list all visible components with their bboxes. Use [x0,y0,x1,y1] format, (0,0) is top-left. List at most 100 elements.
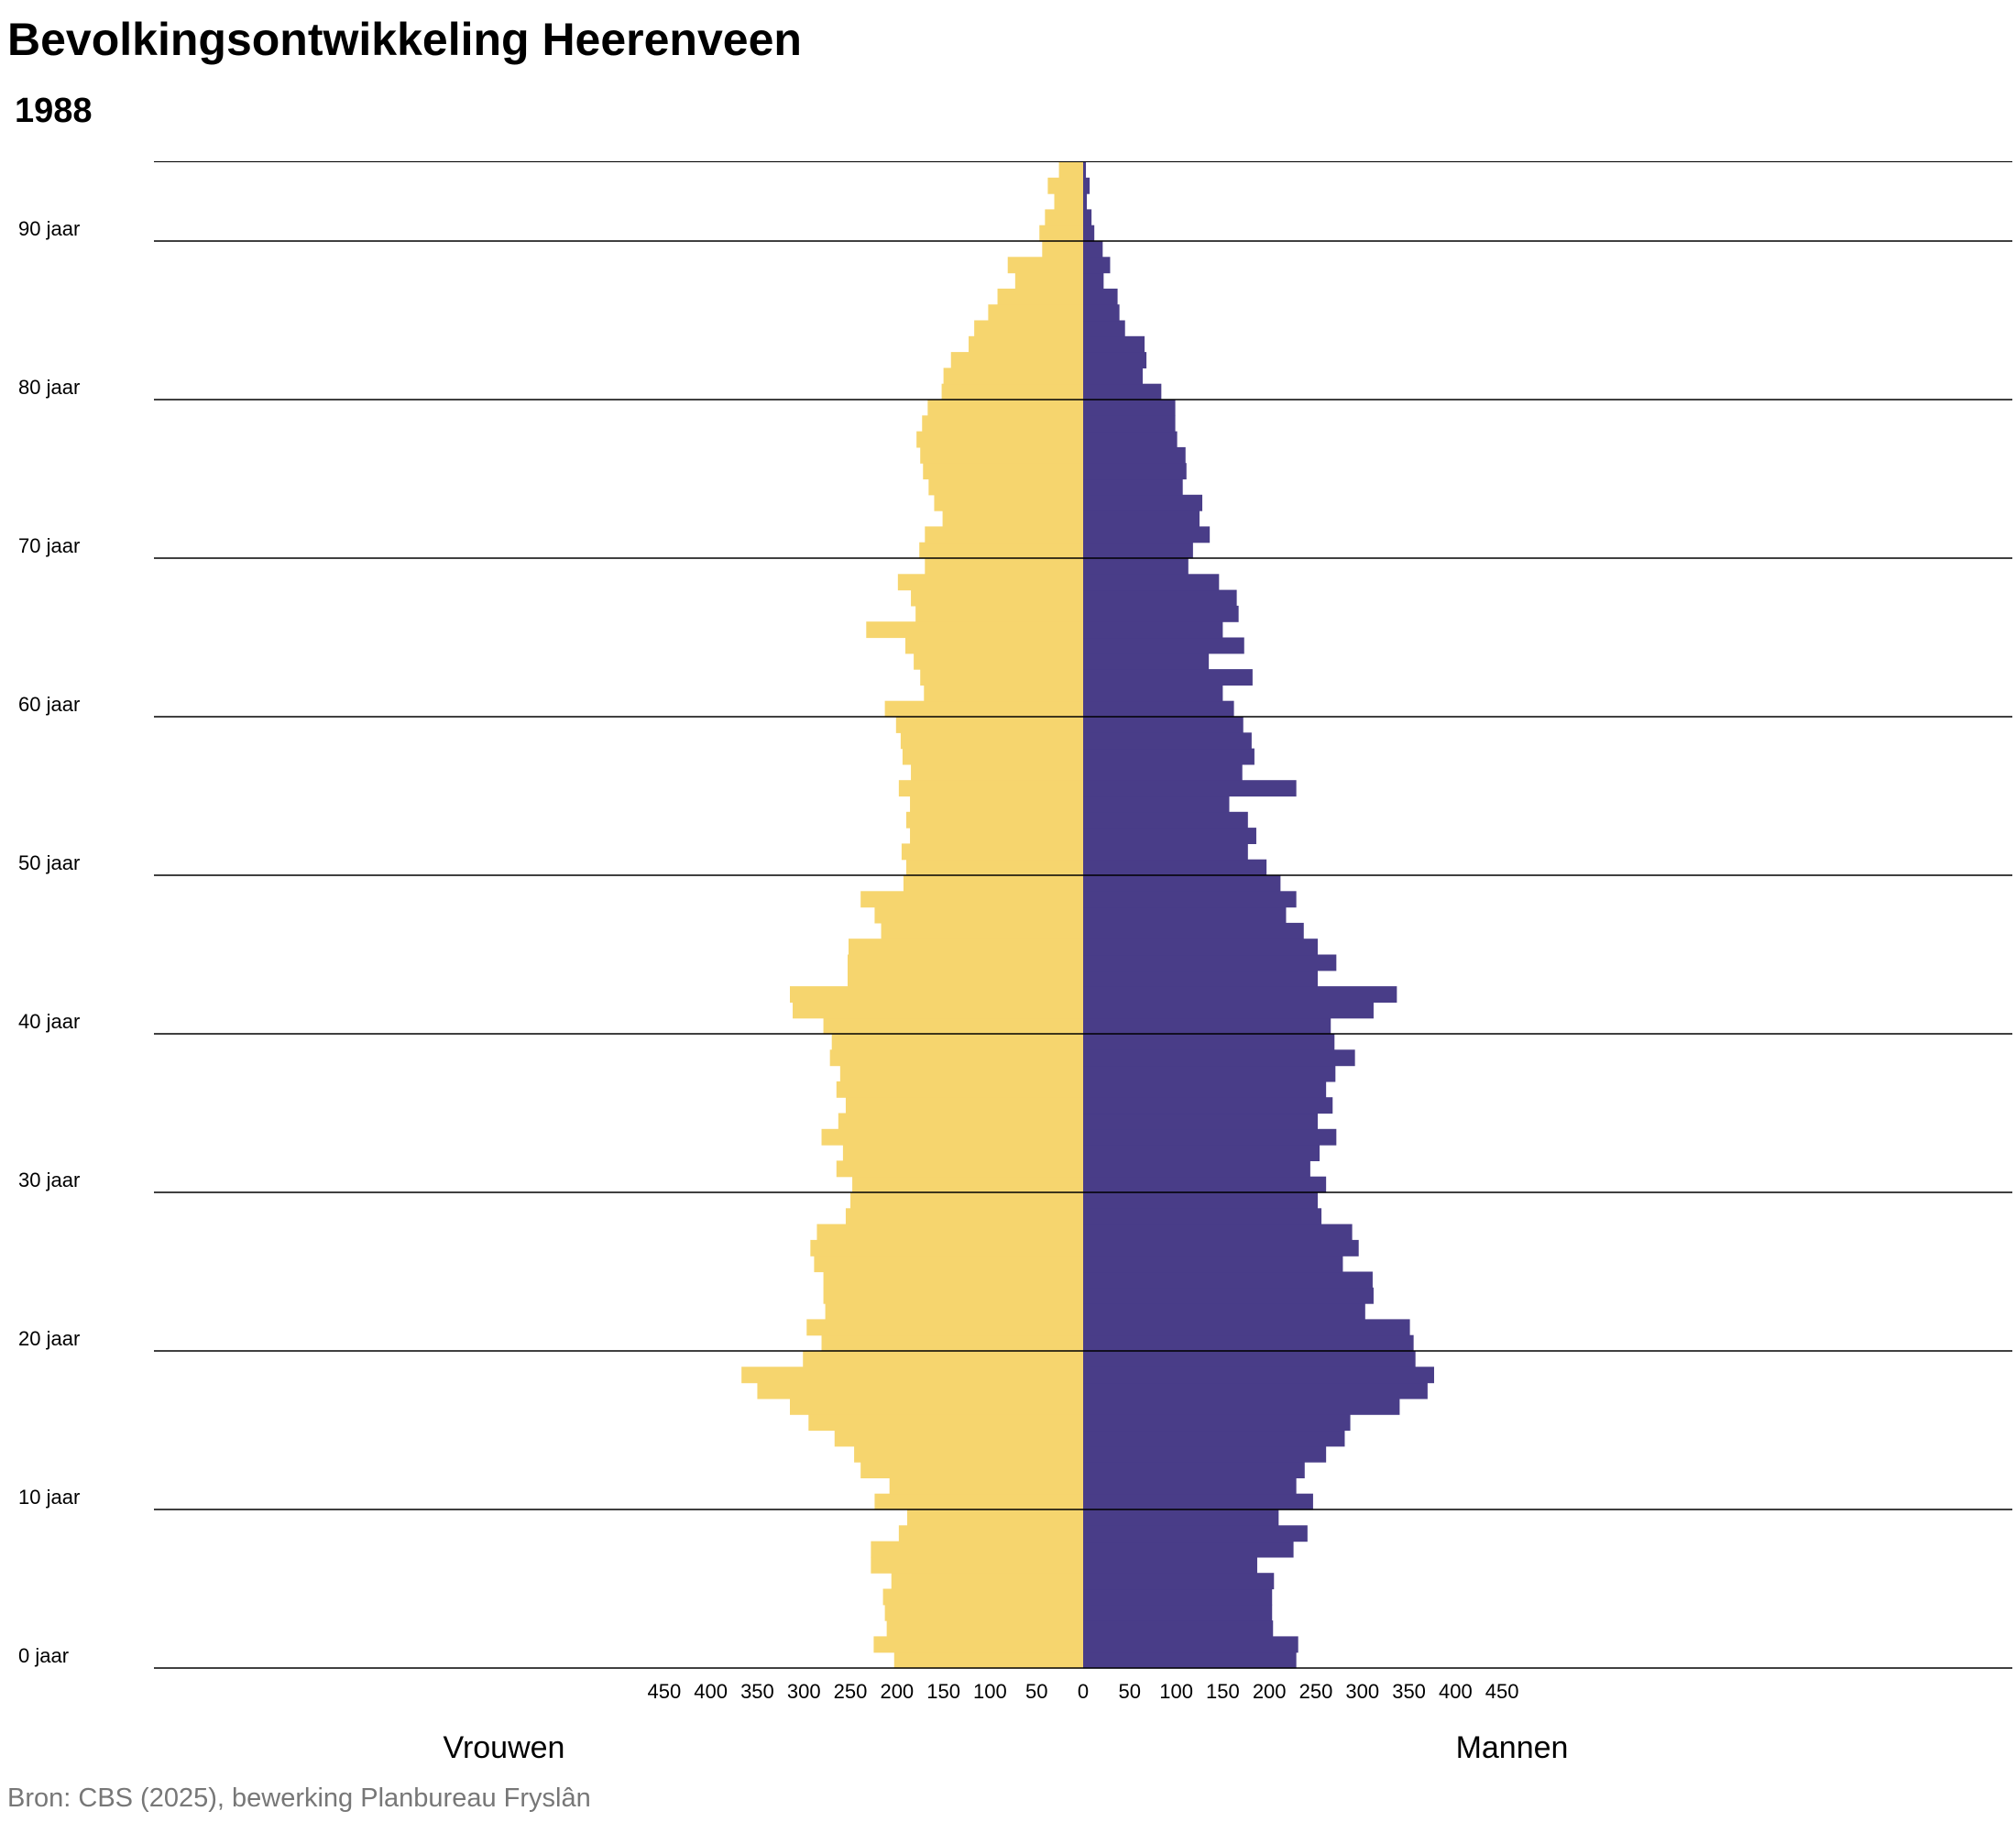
bar-mannen-77 [1083,431,1178,448]
bar-mannen-28 [1083,1208,1322,1225]
bar-vrouwen-46 [881,922,1083,939]
bar-vrouwen-2 [886,1620,1083,1637]
bar-mannen-63 [1083,653,1210,670]
chart-title: Bevolkingsontwikkeling Heerenveen [7,14,802,65]
bar-vrouwen-16 [789,1398,1083,1415]
bar-vrouwen-27 [816,1224,1083,1241]
bar-vrouwen-17 [757,1382,1083,1399]
bar-mannen-8 [1083,1525,1308,1542]
chart-year: 1988 [15,92,93,130]
bar-vrouwen-40 [823,1017,1083,1035]
bar-vrouwen-35 [845,1097,1083,1114]
bar-mannen-29 [1083,1192,1319,1209]
bar-mannen-13 [1083,1445,1327,1463]
bar-vrouwen-80 [941,383,1083,401]
age-gridlines [154,161,2012,1669]
bar-mannen-61 [1083,685,1223,702]
bars-vrouwen [741,161,1083,1669]
bars-mannen [1083,161,1434,1669]
bar-vrouwen-70 [919,542,1083,559]
bar-mannen-41 [1083,1002,1374,1019]
bar-vrouwen-63 [914,653,1083,670]
bar-mannen-68 [1083,574,1220,591]
bar-mannen-7 [1083,1541,1294,1558]
bar-mannen-23 [1083,1287,1374,1304]
bar-vrouwen-21 [806,1319,1083,1336]
bar-mannen-1 [1083,1636,1298,1653]
bar-vrouwen-55 [898,780,1083,797]
bar-vrouwen-15 [808,1414,1083,1432]
bar-vrouwen-31 [836,1160,1083,1178]
bar-mannen-15 [1083,1414,1351,1432]
bar-vrouwen-69 [925,558,1083,575]
x-label-mannen: Mannen [1456,1730,1569,1765]
bar-mannen-90 [1083,225,1095,242]
bar-vrouwen-84 [974,320,1083,337]
bar-vrouwen-91 [1045,209,1083,226]
bar-mannen-55 [1083,780,1297,797]
bar-vrouwen-82 [950,352,1083,368]
bar-vrouwen-51 [901,843,1083,861]
x-tick-left-450: 450 [647,1680,681,1703]
bar-mannen-56 [1083,763,1243,781]
bar-mannen-19 [1083,1351,1416,1367]
bar-vrouwen-78 [922,415,1083,433]
bar-mannen-10 [1083,1493,1313,1510]
bar-mannen-22 [1083,1303,1365,1320]
bar-mannen-36 [1083,1081,1327,1098]
bar-mannen-38 [1083,1049,1355,1067]
bar-vrouwen-83 [969,335,1083,353]
bar-mannen-72 [1083,510,1200,527]
bar-mannen-91 [1083,209,1092,226]
bar-mannen-54 [1083,796,1230,813]
x-tick-right-300: 300 [1345,1680,1379,1703]
bar-mannen-45 [1083,938,1319,956]
x-axis-ticks: 450 400 350 300 250 200 150 100 50 0 50 100 150 200 25… [647,1680,1518,1703]
bar-vrouwen-79 [927,400,1083,416]
bar-vrouwen-9 [906,1509,1083,1526]
bar-vrouwen-14 [834,1430,1083,1447]
x-tick-left-350: 350 [740,1680,774,1703]
bar-mannen-31 [1083,1160,1310,1178]
x-tick-left-200: 200 [880,1680,914,1703]
x-tick-left-300: 300 [787,1680,821,1703]
bar-mannen-3 [1083,1604,1273,1621]
age-label-50: 50 jaar [18,851,80,874]
bar-mannen-74 [1083,478,1183,496]
bar-mannen-71 [1083,526,1211,543]
bar-vrouwen-44 [847,954,1083,971]
bar-vrouwen-3 [884,1604,1083,1621]
age-label-30: 30 jaar [18,1169,80,1191]
bar-vrouwen-1 [873,1636,1083,1653]
bar-vrouwen-29 [850,1192,1083,1209]
bar-vrouwen-8 [898,1525,1083,1542]
bar-mannen-75 [1083,463,1187,480]
bar-vrouwen-62 [920,669,1083,686]
age-label-40: 40 jaar [18,1010,80,1033]
bar-mannen-87 [1083,272,1104,290]
bar-mannen-73 [1083,494,1203,511]
bar-vrouwen-54 [910,796,1083,813]
x-tick-left-400: 400 [694,1680,728,1703]
bar-vrouwen-58 [900,732,1083,750]
bar-mannen-39 [1083,1034,1335,1050]
bar-mannen-50 [1083,859,1267,876]
x-tick-left-50: 50 [1025,1680,1047,1703]
bar-mannen-80 [1083,383,1162,401]
bar-mannen-32 [1083,1145,1320,1161]
bar-mannen-24 [1083,1271,1373,1289]
bar-vrouwen-20 [821,1334,1083,1352]
bar-mannen-76 [1083,446,1186,464]
bar-mannen-70 [1083,542,1193,559]
bar-vrouwen-66 [915,605,1083,622]
source-note: Bron: CBS (2025), bewerking Planbureau F… [7,1784,591,1813]
bar-mannen-25 [1083,1256,1343,1273]
bar-vrouwen-18 [741,1367,1083,1384]
bar-mannen-4 [1083,1588,1273,1606]
bar-mannen-5 [1083,1573,1275,1590]
bar-vrouwen-13 [854,1445,1083,1463]
age-axis-labels: 0 jaar 10 jaar 20 jaar 30 jaar 40 jaar 50 jaa… [18,217,80,1667]
x-tick-right-100: 100 [1159,1680,1193,1703]
bar-vrouwen-11 [889,1477,1083,1495]
bar-mannen-60 [1083,700,1234,718]
